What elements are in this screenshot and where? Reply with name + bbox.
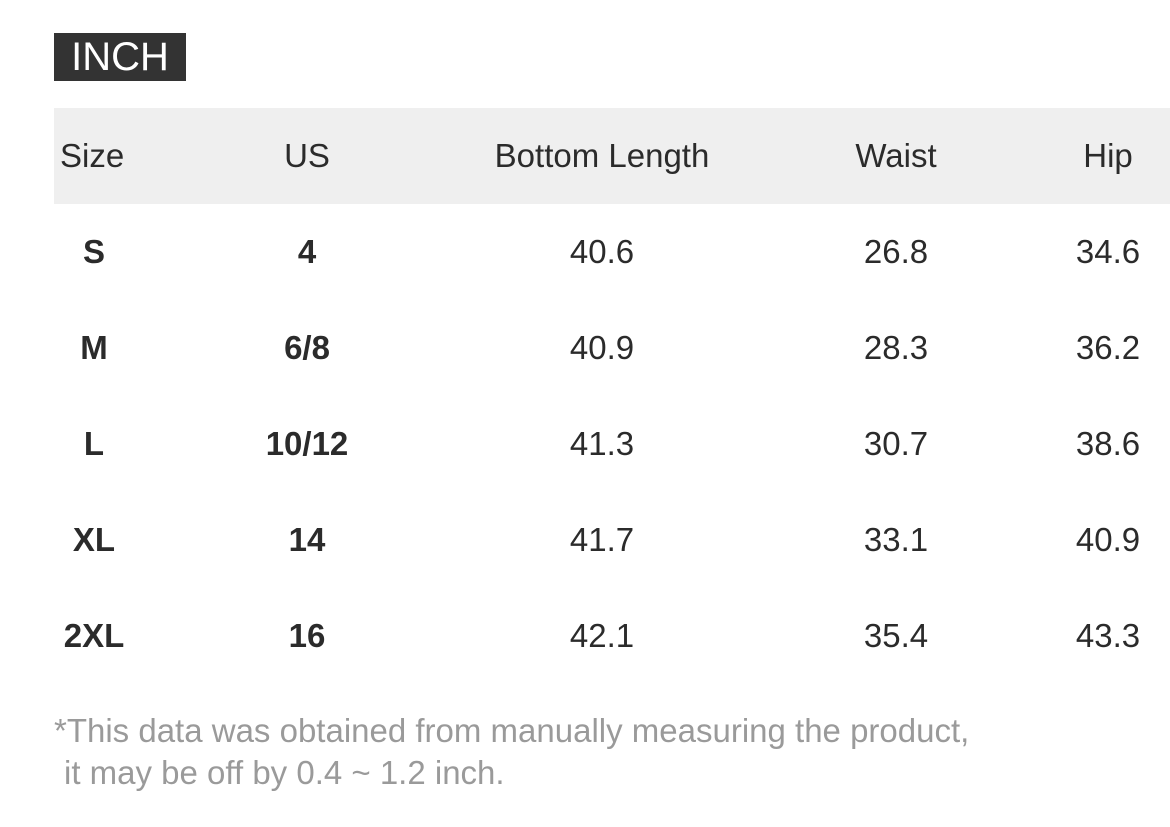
header-bottom-length: Bottom Length xyxy=(494,137,710,174)
hip-cell: 38.6 xyxy=(1075,425,1141,462)
table-row: M 6/8 40.9 28.3 36.2 xyxy=(54,300,1170,396)
table-row: S 4 40.6 26.8 34.6 xyxy=(54,204,1170,300)
waist-cell: 28.3 xyxy=(863,329,929,366)
size-cell: M xyxy=(80,329,108,366)
us-cell: 14 xyxy=(288,521,326,558)
size-cell: L xyxy=(83,425,105,462)
us-cell: 10/12 xyxy=(265,425,349,462)
bottom-length-cell: 42.1 xyxy=(569,617,635,654)
table-row: XL 14 41.7 33.1 40.9 xyxy=(54,492,1170,588)
hip-cell: 43.3 xyxy=(1075,617,1141,654)
hip-cell: 34.6 xyxy=(1075,233,1141,270)
us-cell: 16 xyxy=(288,617,326,654)
unit-label: INCH xyxy=(54,33,186,81)
header-waist: Waist xyxy=(855,137,937,174)
waist-cell: 35.4 xyxy=(863,617,929,654)
size-chart-table: Size US Bottom Length Waist Hip S 4 40.6… xyxy=(54,108,1170,684)
hip-cell: 40.9 xyxy=(1075,521,1141,558)
bottom-length-cell: 41.3 xyxy=(569,425,635,462)
header-hip: Hip xyxy=(1083,137,1133,174)
us-cell: 4 xyxy=(297,233,317,270)
header-us: US xyxy=(284,137,330,174)
bottom-length-cell: 40.9 xyxy=(569,329,635,366)
bottom-length-cell: 40.6 xyxy=(569,233,635,270)
size-cell: 2XL xyxy=(63,617,125,654)
bottom-length-cell: 41.7 xyxy=(569,521,635,558)
measurement-footnote: *This data was obtained from manually me… xyxy=(54,710,969,794)
table-header-row: Size US Bottom Length Waist Hip xyxy=(54,108,1170,204)
header-size: Size xyxy=(60,137,125,174)
table-row: L 10/12 41.3 30.7 38.6 xyxy=(54,396,1170,492)
waist-cell: 33.1 xyxy=(863,521,929,558)
hip-cell: 36.2 xyxy=(1075,329,1141,366)
us-cell: 6/8 xyxy=(284,329,330,366)
size-cell: S xyxy=(82,233,106,270)
size-cell: XL xyxy=(72,521,116,558)
table-row: 2XL 16 42.1 35.4 43.3 xyxy=(54,588,1170,684)
waist-cell: 30.7 xyxy=(863,425,929,462)
waist-cell: 26.8 xyxy=(863,233,929,270)
footnote-line-1: *This data was obtained from manually me… xyxy=(54,712,970,749)
footnote-line-2: it may be off by 0.4 ~ 1.2 inch. xyxy=(64,754,505,791)
